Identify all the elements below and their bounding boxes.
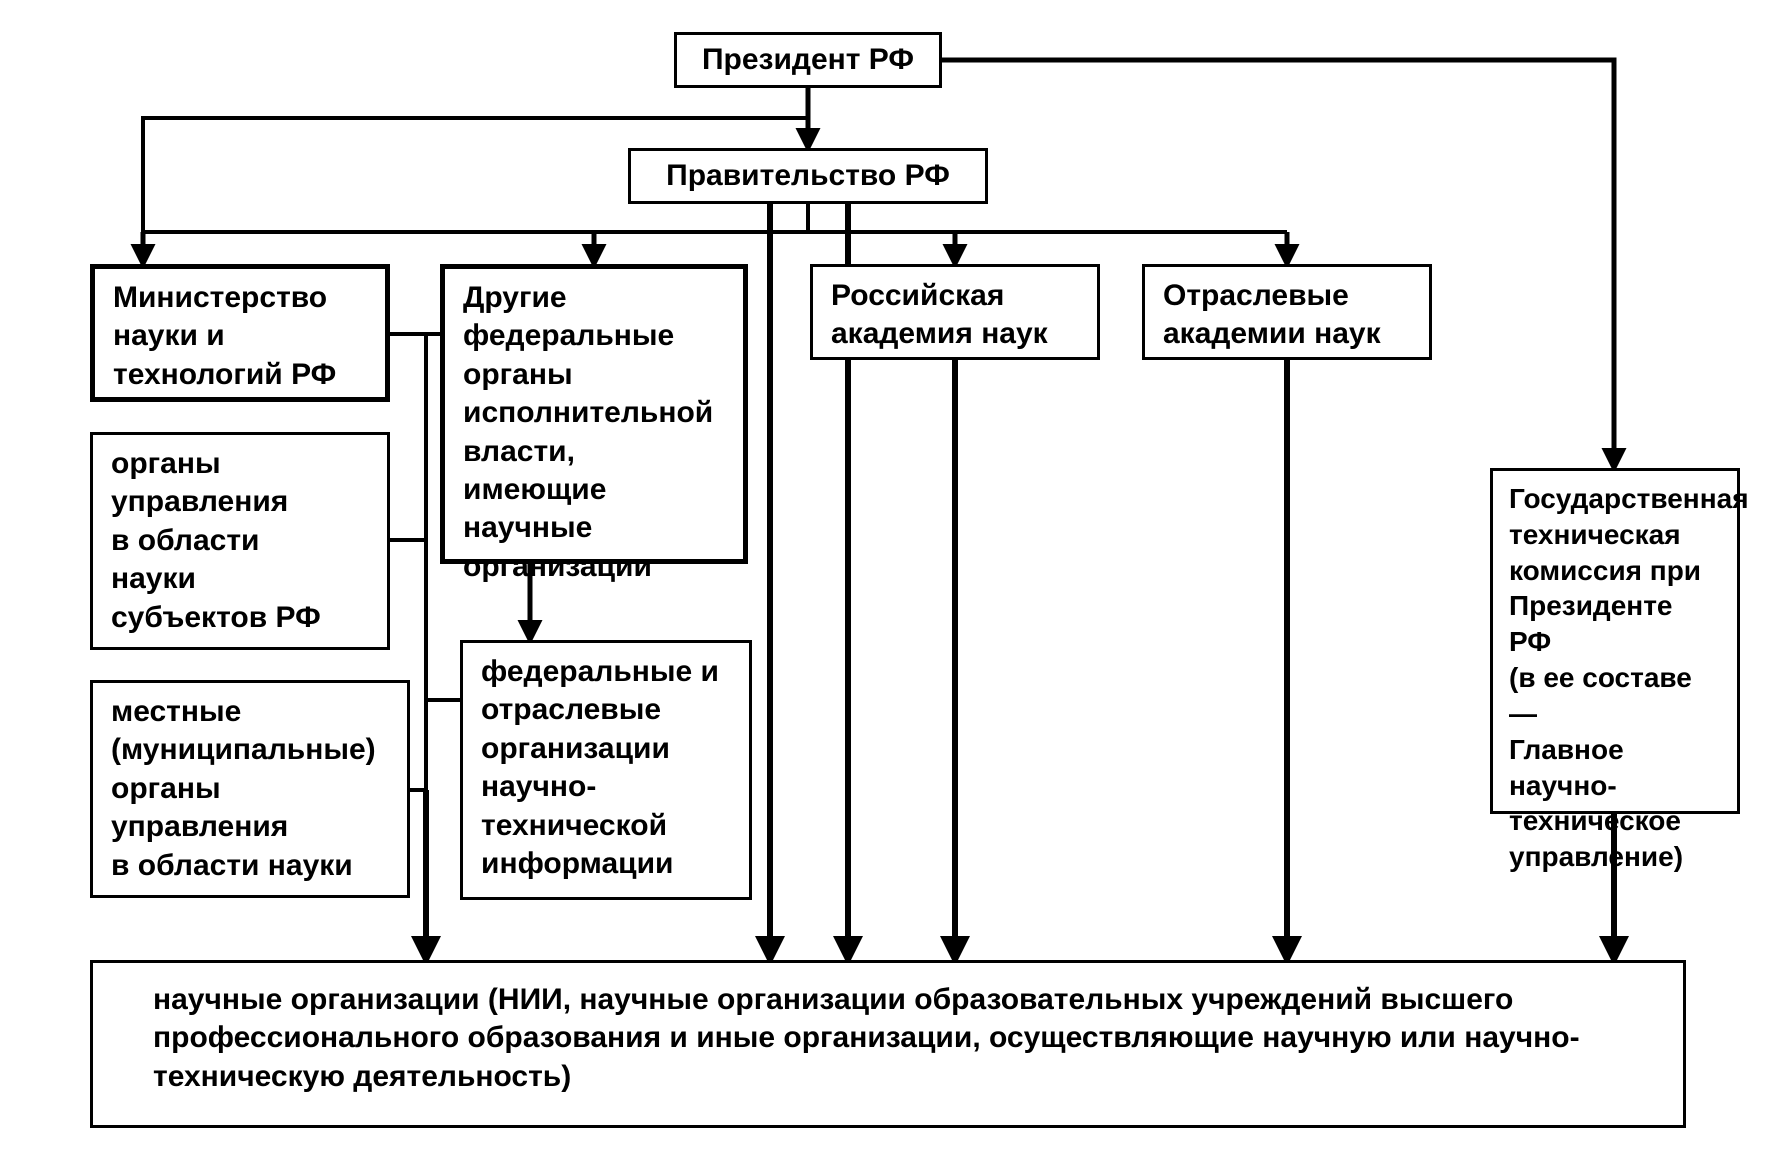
label: Другие федеральные органы исполнительной… [463,279,725,586]
node-other-fed: Другие федеральные органы исполнительной… [440,264,748,564]
node-ministry: Министерство науки и технологий РФ [90,264,390,402]
node-government: Правительство РФ [628,148,988,204]
label: Правительство РФ [649,157,967,195]
node-president: Президент РФ [674,32,942,88]
label: местные (муниципальные) органы управлени… [111,693,389,885]
node-branch-acad: Отраслевые академии наук [1142,264,1432,360]
node-fed-info: федеральные и отраслевые организации нау… [460,640,752,900]
label: органы управления в области науки субъек… [111,445,369,637]
label: Отраслевые академии наук [1163,277,1411,354]
node-gostech: Государственная техническая комиссия при… [1490,468,1740,814]
org-chart-canvas: Президент РФ Правительство РФ Министерст… [0,0,1766,1166]
label: Министерство науки и технологий РФ [113,279,367,394]
label: Российская академия наук [831,277,1079,354]
label: Государственная техническая комиссия при… [1509,481,1721,875]
label: научные организации (НИИ, научные органи… [153,981,1623,1096]
node-ran: Российская академия наук [810,264,1100,360]
label: Президент РФ [695,41,921,79]
node-bottom: научные организации (НИИ, научные органи… [90,960,1686,1128]
node-municipal: местные (муниципальные) органы управлени… [90,680,410,898]
node-subjects: органы управления в области науки субъек… [90,432,390,650]
label: федеральные и отраслевые организации нау… [481,653,731,883]
